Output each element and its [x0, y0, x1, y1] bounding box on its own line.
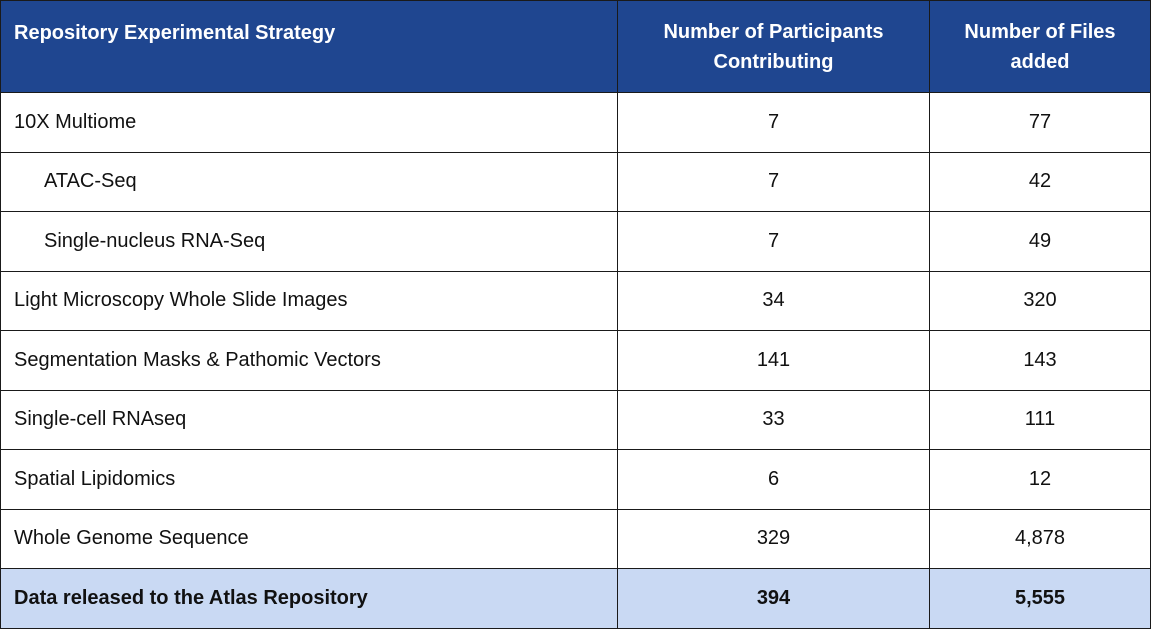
files-cell: 49: [929, 211, 1151, 272]
participants-cell: 34: [617, 270, 930, 331]
files-cell: 111: [929, 389, 1151, 450]
table-row: Single-nucleus RNA-Seq 7 49: [0, 211, 1151, 272]
strategy-cell: Single-nucleus RNA-Seq: [0, 211, 618, 272]
strategy-cell: Light Microscopy Whole Slide Images: [0, 270, 618, 331]
participants-cell: 329: [617, 508, 930, 569]
header-files-line1: Number of Files: [964, 20, 1116, 43]
strategy-cell: ATAC-Seq: [0, 151, 618, 212]
header-participants-line2: Contributing: [713, 50, 834, 73]
strategy-cell: Single-cell RNAseq: [0, 389, 618, 450]
header-strategy: Repository Experimental Strategy: [0, 0, 618, 93]
participants-cell: 141: [617, 330, 930, 391]
files-cell: 12: [929, 449, 1151, 510]
strategy-cell: Spatial Lipidomics: [0, 449, 618, 510]
files-cell: 320: [929, 270, 1151, 331]
participants-cell: 7: [617, 211, 930, 272]
participants-cell: 33: [617, 389, 930, 450]
table-row: Segmentation Masks & Pathomic Vectors 14…: [0, 330, 1151, 391]
table-body: 10X Multiome 7 77 ATAC-Seq 7 42 Single-n…: [0, 92, 1151, 629]
participants-cell: 7: [617, 92, 930, 153]
table-row: ATAC-Seq 7 42: [0, 151, 1151, 212]
table-row: Light Microscopy Whole Slide Images 34 3…: [0, 270, 1151, 331]
files-cell: 4,878: [929, 508, 1151, 569]
total-participants-cell: 394: [617, 568, 930, 629]
table-row: Spatial Lipidomics 6 12: [0, 449, 1151, 510]
total-label-cell: Data released to the Atlas Repository: [0, 568, 618, 629]
total-files-cell: 5,555: [929, 568, 1151, 629]
table-row: 10X Multiome 7 77: [0, 92, 1151, 153]
table-row: Single-cell RNAseq 33 111: [0, 389, 1151, 450]
header-participants: Number of Participants Contributing: [617, 0, 930, 93]
files-cell: 42: [929, 151, 1151, 212]
table-row: Whole Genome Sequence 329 4,878: [0, 508, 1151, 569]
header-participants-line1: Number of Participants: [663, 20, 884, 43]
strategy-cell: Segmentation Masks & Pathomic Vectors: [0, 330, 618, 391]
strategy-cell: Whole Genome Sequence: [0, 508, 618, 569]
strategy-cell: 10X Multiome: [0, 92, 618, 153]
header-files: Number of Files added: [929, 0, 1151, 93]
files-cell: 77: [929, 92, 1151, 153]
total-row: Data released to the Atlas Repository 39…: [0, 568, 1151, 629]
participants-cell: 7: [617, 151, 930, 212]
participants-cell: 6: [617, 449, 930, 510]
table-header: Repository Experimental Strategy Number …: [0, 0, 1151, 93]
header-row: Repository Experimental Strategy Number …: [0, 0, 1151, 93]
header-files-line2: added: [1010, 50, 1070, 73]
files-cell: 143: [929, 330, 1151, 391]
